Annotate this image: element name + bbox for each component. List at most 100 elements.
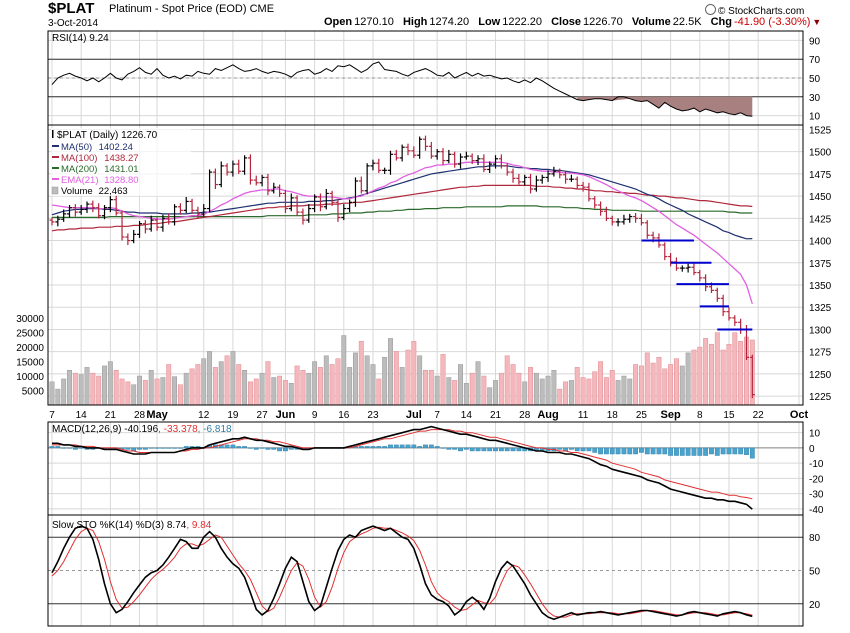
ohlc-bar <box>487 161 493 173</box>
ohlc-bar <box>329 190 335 206</box>
x-tick-label: 28 <box>519 410 531 421</box>
quote-low: Low 1222.20 <box>478 16 542 28</box>
volume-bar <box>318 367 323 406</box>
ohlc-bar <box>446 149 452 164</box>
x-tick-label: 28 <box>134 410 146 421</box>
ohlc-bar <box>253 175 259 186</box>
volume-bar <box>633 364 639 406</box>
ohlc-bar <box>195 206 201 219</box>
macd-histogram <box>49 444 755 459</box>
macd-histogram-bar <box>516 447 522 452</box>
macd-histogram-bar <box>691 447 697 456</box>
ohlc-bar <box>96 203 102 219</box>
macd-histogram-bar <box>744 447 749 455</box>
volume-bar <box>312 361 318 406</box>
ohlc-bar <box>49 217 55 226</box>
ohlc-bar <box>113 195 119 216</box>
volume-bar <box>417 355 423 406</box>
x-tick-label: 21 <box>490 410 502 421</box>
volume-tick-label: 30000 <box>16 314 44 325</box>
ohlc-bar <box>78 205 84 215</box>
stochastic-title-part: 8.74 <box>164 520 187 531</box>
volume-bar <box>551 370 557 406</box>
volume-bar <box>183 372 189 406</box>
macd-histogram-bar <box>644 447 650 455</box>
ohlc-bar <box>586 182 592 202</box>
volume-bar <box>685 352 691 406</box>
macd-histogram-bar <box>598 447 603 455</box>
ohlc-bar <box>352 177 358 207</box>
volume-bar <box>522 381 528 406</box>
volume-bar <box>627 378 633 406</box>
macd-histogram-bar <box>574 447 580 452</box>
ohlc-bar <box>67 205 73 218</box>
ohlc-bar <box>493 155 499 169</box>
ohlc-bars <box>49 135 755 399</box>
ohlc-bar <box>428 141 434 159</box>
price-tick-label: 1525 <box>809 125 832 136</box>
ohlc-bar <box>673 257 679 271</box>
legend-label: MA(50) <box>61 142 92 153</box>
ohlc-bar <box>399 144 405 162</box>
volume-bar <box>528 367 533 406</box>
macd-histogram-bar <box>423 444 428 449</box>
macd-histogram-bar <box>137 447 142 450</box>
volume-tick-label: 25000 <box>16 329 44 340</box>
ohlc-bar <box>627 213 633 223</box>
volume-bar <box>738 341 744 406</box>
ohlc-bar <box>644 220 650 239</box>
volume-bar <box>300 370 306 406</box>
volume-bar <box>516 372 522 406</box>
stochastic-d-line <box>51 526 753 618</box>
volume-bar <box>166 364 172 406</box>
stockcharts-logo-icon <box>705 4 716 15</box>
ohlc-bar <box>417 136 423 159</box>
volume-bars <box>49 332 755 406</box>
volume-bar <box>329 364 335 406</box>
macd-histogram-bar <box>685 447 691 456</box>
rsi-oversold-fill <box>577 96 753 117</box>
ohlc-bar <box>382 167 388 174</box>
ohlc-bar <box>265 173 271 196</box>
x-tick-label: 22 <box>753 410 765 421</box>
volume-bar <box>61 378 67 406</box>
legend-value: 1402.24 <box>99 142 133 153</box>
macd-histogram-bar <box>61 447 67 449</box>
macd-title-part: -40.196 <box>121 424 158 435</box>
macd-tick-label: -40 <box>809 505 824 516</box>
macd-histogram-bar <box>358 446 364 449</box>
ohlc-bar <box>440 148 446 165</box>
ohlc-legend-icon <box>52 130 54 138</box>
volume-bar <box>697 346 703 406</box>
volume-bar <box>49 381 55 406</box>
ohlc-bar <box>154 217 160 231</box>
macd-histogram-bar <box>493 447 498 452</box>
macd-histogram-bar <box>265 447 271 450</box>
ohlc-bar <box>212 168 218 189</box>
macd-tick-label: -20 <box>809 474 824 485</box>
ohlc-bar <box>475 155 481 165</box>
ohlc-bar <box>160 214 166 232</box>
macd-histogram-bar <box>714 447 720 456</box>
stochastic-title-part: Slow STO %K(14) %D(3) <box>52 520 164 531</box>
quote-close: Close 1226.70 <box>551 16 623 28</box>
macd-histogram-bar <box>236 446 242 449</box>
legend-label: MA(200) <box>61 164 97 175</box>
macd-panel: -40 -30 -20 -10 0 10 MACD(12,26,9) -40.196, -3… <box>47 421 824 516</box>
macd-histogram-bar <box>370 446 376 449</box>
ohlc-bar <box>609 215 615 226</box>
volume-bar <box>458 364 463 406</box>
x-tick-label: 14 <box>461 410 473 421</box>
ohlc-bar <box>539 174 545 184</box>
volume-bar <box>306 372 312 406</box>
volume-bar <box>574 367 580 406</box>
volume-bar <box>335 358 341 406</box>
volume-bar <box>55 388 61 406</box>
volume-bar <box>475 361 481 406</box>
volume-tick-label: 20000 <box>16 343 44 354</box>
macd-histogram-bar <box>458 447 463 452</box>
macd-histogram-bar <box>738 447 744 455</box>
macd-histogram-bar <box>160 447 166 449</box>
volume-bar <box>603 377 609 406</box>
